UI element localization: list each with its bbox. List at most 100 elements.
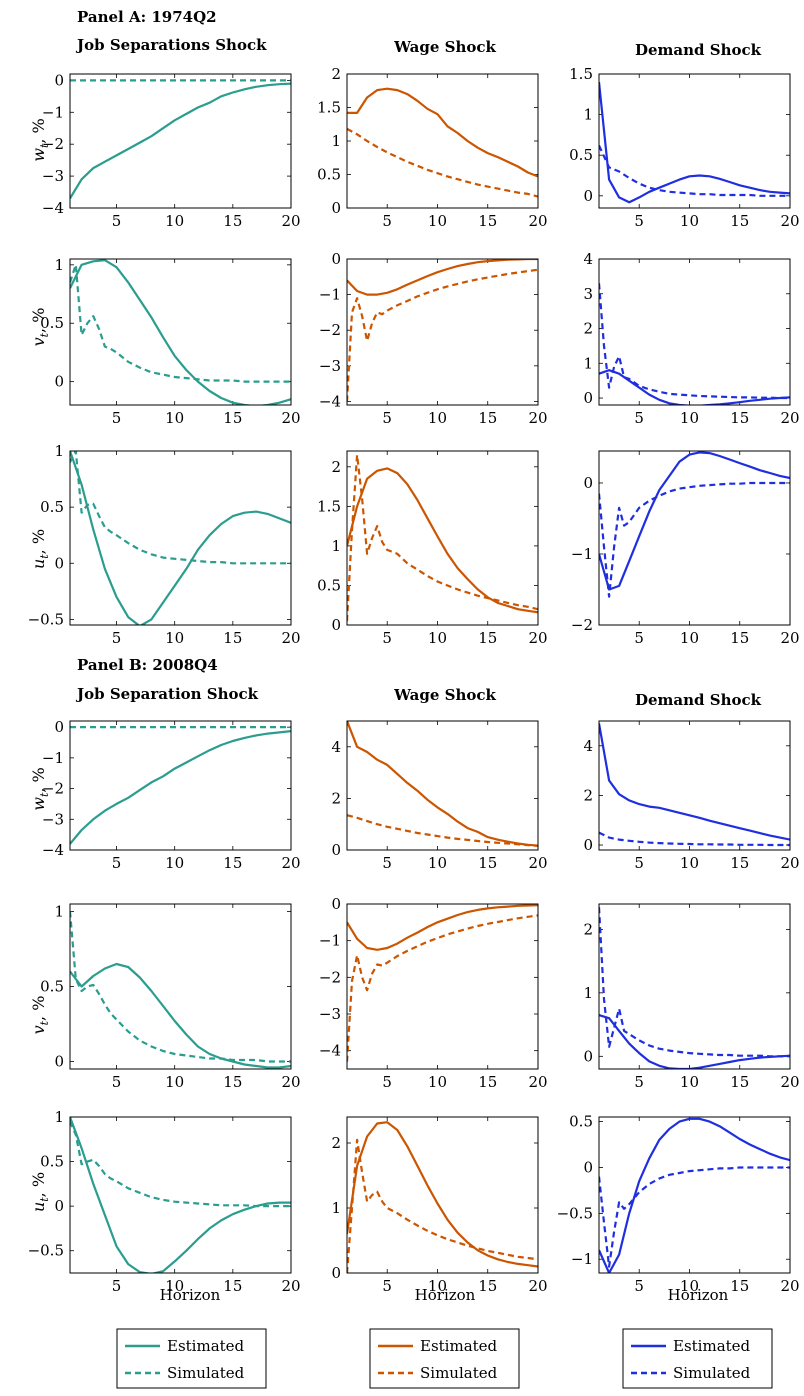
x-tick-label: 15 [223, 212, 242, 230]
panel-b-col-title-job: Job Separation Shock [75, 685, 259, 703]
plot-frame [598, 720, 791, 851]
plot-frame [598, 450, 791, 626]
series-estimated-line [347, 467, 538, 614]
x-tick-label: 10 [165, 854, 184, 872]
plot-frame [598, 73, 791, 209]
y-tick-label: 1 [583, 984, 593, 1002]
series-simulated-line [70, 911, 291, 1063]
x-tick-label: 5 [112, 629, 122, 647]
x-tick-label: 5 [634, 1277, 644, 1295]
plot-frame [346, 450, 539, 626]
subplot-pa-r3-wage: 5 10 15 20 0 0.5 1 1.5 2 [317, 450, 548, 647]
y-tick-label: 0 [583, 389, 593, 407]
plot-frame [598, 258, 791, 406]
subplot-pa-r1-job: 5 10 15 20 0 −1 −2 −3 −4 [42, 71, 301, 230]
y-tick-label: 1.5 [569, 65, 593, 83]
y-tick-label: −4 [42, 841, 64, 859]
x-tick-label: 15 [223, 629, 242, 647]
x-tick-label: 10 [680, 1277, 699, 1295]
panel-b-col-title-wage: Wage Shock [393, 686, 496, 704]
x-tick-label: 20 [780, 1073, 799, 1091]
x-tick-label: 20 [780, 854, 799, 872]
x-tick-label: 15 [223, 409, 242, 427]
series-simulated-line [347, 127, 538, 198]
y-tick-label: 0.5 [569, 146, 593, 164]
y-tick-label: 1 [54, 442, 64, 460]
y-tick-label: 1 [54, 256, 64, 274]
x-tick-label: 20 [780, 1277, 799, 1295]
x-tick-label: 20 [281, 1277, 300, 1295]
x-tick-label: 5 [634, 1073, 644, 1091]
y-tick-label: 0 [54, 1053, 64, 1071]
y-tick-label: −2 [319, 321, 341, 339]
y-tick-label: 0.5 [40, 1153, 64, 1171]
legend-wage-estimated-label: Estimated [420, 1337, 498, 1355]
x-tick-label: 5 [382, 1277, 392, 1295]
series-simulated-line [70, 451, 291, 565]
ylabel-w-a: wt, % [29, 118, 51, 162]
x-tick-label: 5 [382, 409, 392, 427]
subplot-pb-r2-job: 5 10 15 20 0 0.5 1 [40, 903, 300, 1092]
y-tick-label: 0 [583, 1158, 593, 1176]
y-tick-label: 0 [331, 1264, 341, 1282]
y-tick-label: 2 [331, 458, 341, 476]
ylabel-v-a: vt, % [29, 308, 51, 347]
y-tick-label: 0.5 [569, 1113, 593, 1131]
y-tick-label: −2 [42, 135, 64, 153]
y-tick-label: −0.5 [28, 1242, 64, 1260]
y-tick-label: 0 [583, 474, 593, 492]
y-tick-label: 2 [331, 789, 341, 807]
series-simulated-line [70, 263, 291, 383]
x-axis-label-wage: Horizon [415, 1286, 476, 1304]
panel-b-col-title-demand: Demand Shock [635, 691, 762, 709]
y-tick-label: 0.5 [40, 314, 64, 332]
legend-demand: Estimated Simulated [622, 1328, 773, 1389]
y-tick-label: 0 [331, 199, 341, 217]
plot-frame [346, 258, 539, 406]
y-tick-label: 0 [331, 616, 341, 634]
svg-text:ut, %: ut, % [29, 1172, 51, 1212]
y-tick-label: 0.5 [40, 978, 64, 996]
y-tick-label: 3 [583, 285, 593, 303]
y-tick-label: 0 [54, 71, 64, 89]
y-tick-label: 1 [331, 1199, 341, 1217]
x-tick-label: 10 [680, 629, 699, 647]
svg-text:vt, %: vt, % [29, 308, 51, 347]
svg-text:ut, %: ut, % [29, 529, 51, 569]
series-estimated-line [70, 1117, 291, 1273]
y-tick-label: −3 [319, 357, 341, 375]
subplot-pb-r3-wage: 5 10 15 20 0 1 2 [331, 1116, 548, 1295]
x-tick-label: 20 [281, 854, 300, 872]
legend-job: Estimated Simulated [116, 1328, 267, 1389]
y-tick-label: −1 [319, 286, 341, 304]
series-simulated-line [599, 1166, 790, 1268]
x-tick-label: 5 [112, 409, 122, 427]
plot-frame [69, 258, 292, 406]
y-tick-label: 0 [54, 1197, 64, 1215]
x-tick-label: 10 [428, 409, 447, 427]
series-simulated-line [599, 145, 790, 197]
x-tick-label: 20 [528, 1277, 547, 1295]
y-tick-label: 0.5 [317, 166, 341, 184]
ylabel-u-b: ut, % [29, 1172, 51, 1212]
y-tick-label: 0 [583, 1047, 593, 1065]
x-tick-label: 20 [528, 854, 547, 872]
y-tick-label: 2 [331, 65, 341, 83]
x-tick-label: 15 [478, 1073, 497, 1091]
x-axis-label-demand: Horizon [668, 1286, 729, 1304]
svg-text:wt, %: wt, % [29, 118, 51, 162]
x-tick-label: 20 [780, 409, 799, 427]
series-estimated-line [347, 904, 538, 951]
series-estimated-line [70, 82, 291, 199]
subplot-pa-r2-job: 5 10 15 20 0 0.5 1 [40, 256, 300, 427]
y-tick-label: −2 [42, 780, 64, 798]
subplot-pb-r1-wage: 5 10 15 20 0 2 4 [331, 720, 548, 872]
x-tick-label: 15 [478, 629, 497, 647]
series-estimated-line [599, 723, 790, 841]
x-tick-label: 10 [165, 409, 184, 427]
y-tick-label: 0 [54, 718, 64, 736]
x-tick-label: 5 [382, 854, 392, 872]
x-tick-label: 5 [112, 212, 122, 230]
x-tick-label: 5 [634, 409, 644, 427]
